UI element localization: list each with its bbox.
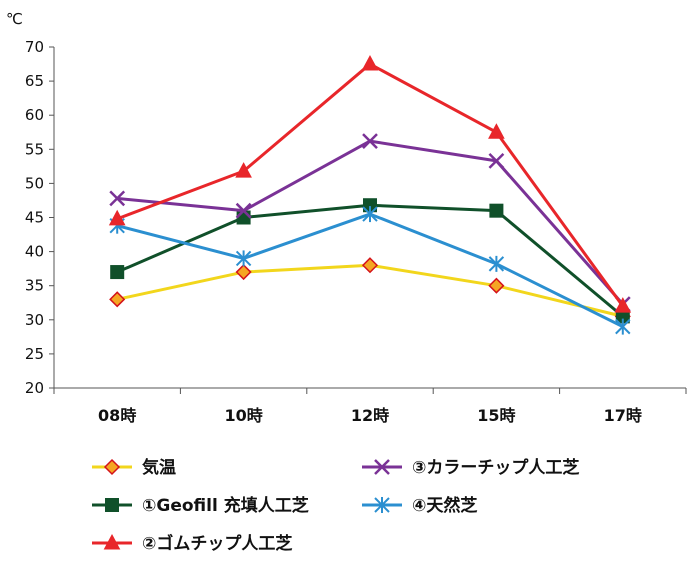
data-point <box>109 190 126 207</box>
y-tick-label: 45 <box>25 209 44 227</box>
series-4 <box>109 206 631 335</box>
legend-label: 気温 <box>141 457 176 478</box>
legend-marker <box>374 459 390 475</box>
data-point <box>362 133 378 149</box>
legend-marker <box>103 533 121 550</box>
legend-label: ②ゴムチップ人工芝 <box>142 533 292 554</box>
y-tick-label: 25 <box>25 345 44 363</box>
data-point <box>614 297 632 313</box>
data-point <box>615 318 631 335</box>
data-point <box>362 206 378 223</box>
y-tick-label: 20 <box>25 379 44 397</box>
series-layer <box>108 54 632 335</box>
y-tick-label: 55 <box>25 140 44 158</box>
y-tick-label: 35 <box>25 277 44 295</box>
data-point <box>361 54 379 71</box>
data-point <box>108 209 126 226</box>
legend-label: ③カラーチップ人工芝 <box>412 457 579 478</box>
data-point <box>488 123 505 139</box>
data-point <box>488 277 505 294</box>
legend-marker <box>374 497 390 513</box>
data-point <box>235 263 252 281</box>
y-tick-label: 30 <box>25 311 44 329</box>
legend-marker <box>105 498 119 512</box>
legend-label: ④天然芝 <box>412 495 477 516</box>
data-point <box>361 257 379 274</box>
legend-marker <box>103 458 121 476</box>
x-tick-label: 12時 <box>351 406 389 425</box>
x-tick-label: 08時 <box>98 406 136 425</box>
x-tick-label: 17時 <box>604 406 642 425</box>
x-tick-label: 15時 <box>477 406 515 425</box>
data-point <box>235 162 252 178</box>
series-line <box>117 139 624 306</box>
data-point <box>236 210 251 225</box>
data-point <box>110 265 125 280</box>
series-0 <box>109 257 631 325</box>
legend-item: ④天然芝 <box>362 495 477 516</box>
data-point <box>235 250 252 267</box>
series-2 <box>108 54 632 313</box>
data-point <box>488 153 505 169</box>
legend-item: 気温 <box>92 457 176 478</box>
y-tick-label: 50 <box>25 174 44 192</box>
legend: 気温 ③カラーチップ人工芝 ①Geofill 充填人工芝 ④天然芝 ②ゴムチップ人工芝 <box>92 457 579 554</box>
y-tick-label: 60 <box>25 106 44 124</box>
data-point <box>489 203 504 218</box>
legend-item: ③カラーチップ人工芝 <box>362 457 579 478</box>
y-tick-label: 40 <box>25 243 44 261</box>
y-tick-label: 65 <box>25 72 44 90</box>
series-3 <box>109 133 631 312</box>
data-point <box>109 291 126 308</box>
data-point <box>235 202 252 219</box>
x-tick-label: 10時 <box>224 406 262 425</box>
data-point <box>488 255 505 272</box>
y-tick-label: 70 <box>25 38 44 56</box>
legend-item: ①Geofill 充填人工芝 <box>92 495 309 516</box>
axes: 20 25 30 35 40 45 50 55 60 65 70 08時 10時 12時 15時 17時 <box>25 38 687 425</box>
y-unit-label: ℃ <box>6 10 23 28</box>
legend-label: ①Geofill 充填人工芝 <box>142 495 309 516</box>
legend-item: ②ゴムチップ人工芝 <box>92 533 292 554</box>
